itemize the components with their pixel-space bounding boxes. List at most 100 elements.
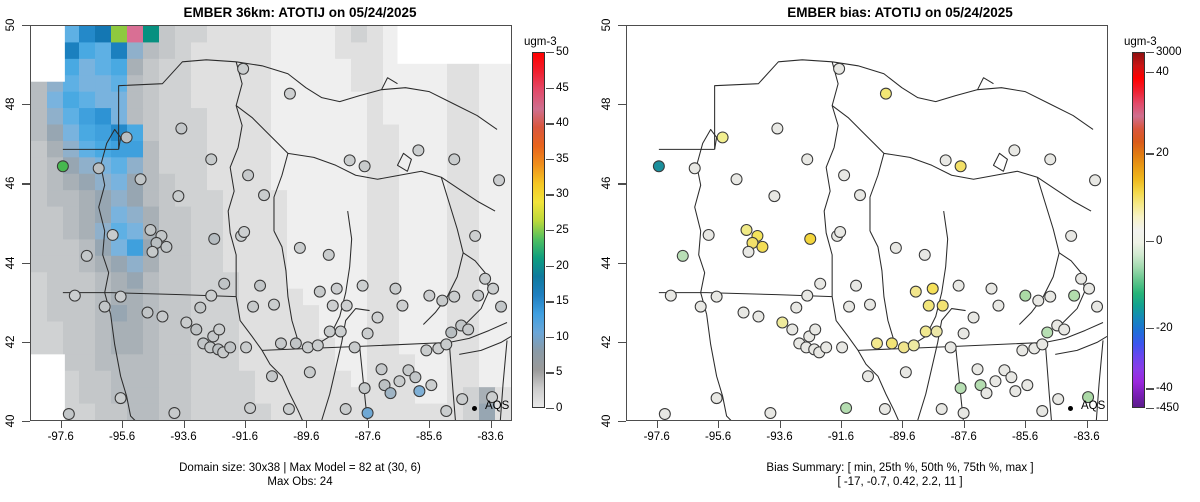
- aqs-site-marker[interactable]: [469, 229, 482, 242]
- aqs-site-marker[interactable]: [423, 289, 436, 302]
- aqs-site-marker[interactable]: [863, 298, 876, 311]
- aqs-site-marker[interactable]: [926, 282, 939, 295]
- bias-plot-area[interactable]: [626, 25, 1108, 421]
- aqs-site-marker[interactable]: [412, 144, 425, 157]
- aqs-site-marker[interactable]: [850, 279, 863, 292]
- aqs-site-marker[interactable]: [409, 371, 422, 384]
- aqs-site-marker[interactable]: [194, 301, 207, 314]
- aqs-site-marker[interactable]: [267, 298, 280, 311]
- aqs-site-marker[interactable]: [205, 289, 218, 302]
- aqs-site-marker[interactable]: [156, 310, 169, 323]
- aqs-site-marker[interactable]: [833, 62, 846, 75]
- aqs-site-marker[interactable]: [954, 382, 967, 395]
- aqs-site-marker[interactable]: [1032, 294, 1045, 307]
- aqs-site-marker[interactable]: [1008, 144, 1021, 157]
- bias-colorbar[interactable]: [1132, 52, 1145, 408]
- aqs-site-marker[interactable]: [919, 325, 932, 338]
- aqs-site-marker[interactable]: [1089, 174, 1102, 187]
- aqs-site-marker[interactable]: [834, 225, 847, 238]
- aqs-site-marker[interactable]: [247, 300, 260, 313]
- aqs-site-marker[interactable]: [820, 341, 833, 354]
- aqs-site-marker[interactable]: [334, 325, 347, 338]
- aqs-site-marker[interactable]: [1005, 371, 1018, 384]
- aqs-site-marker[interactable]: [854, 189, 867, 202]
- aqs-site-marker[interactable]: [114, 392, 127, 405]
- aqs-site-marker[interactable]: [462, 323, 475, 336]
- aqs-site-marker[interactable]: [1091, 300, 1104, 313]
- aqs-site-marker[interactable]: [378, 379, 391, 392]
- aqs-site-marker[interactable]: [371, 311, 384, 324]
- aqs-site-marker[interactable]: [361, 407, 374, 420]
- aqs-site-marker[interactable]: [804, 232, 817, 245]
- aqs-site-marker[interactable]: [957, 407, 970, 420]
- aqs-site-marker[interactable]: [358, 382, 371, 395]
- aqs-site-marker[interactable]: [768, 190, 781, 203]
- aqs-site-marker[interactable]: [740, 223, 753, 236]
- aqs-site-marker[interactable]: [801, 153, 814, 166]
- aqs-site-marker[interactable]: [420, 344, 433, 357]
- aqs-site-marker[interactable]: [487, 282, 500, 295]
- aqs-site-marker[interactable]: [702, 228, 715, 241]
- aqs-site-marker[interactable]: [258, 189, 271, 202]
- aqs-site-marker[interactable]: [980, 387, 993, 400]
- aqs-site-marker[interactable]: [208, 232, 221, 245]
- aqs-site-marker[interactable]: [676, 249, 689, 262]
- aqs-site-marker[interactable]: [889, 241, 902, 254]
- aqs-site-marker[interactable]: [242, 169, 255, 182]
- aqs-site-marker[interactable]: [952, 279, 965, 292]
- aqs-site-marker[interactable]: [989, 375, 1002, 388]
- aqs-site-marker[interactable]: [322, 248, 335, 261]
- aqs-site-marker[interactable]: [1009, 385, 1022, 398]
- aqs-site-marker[interactable]: [168, 407, 181, 420]
- aqs-site-marker[interactable]: [396, 299, 409, 312]
- aqs-site-marker[interactable]: [1083, 282, 1096, 295]
- aqs-site-marker[interactable]: [180, 316, 193, 329]
- aqs-site-marker[interactable]: [144, 223, 157, 236]
- aqs-site-marker[interactable]: [1065, 229, 1078, 242]
- aqs-site-marker[interactable]: [445, 326, 458, 339]
- aqs-site-marker[interactable]: [175, 122, 188, 135]
- aqs-site-marker[interactable]: [62, 408, 75, 420]
- aqs-site-marker[interactable]: [265, 370, 278, 383]
- aqs-site-marker[interactable]: [384, 387, 397, 400]
- aqs-site-marker[interactable]: [413, 385, 426, 398]
- aqs-site-marker[interactable]: [710, 392, 723, 405]
- aqs-site-marker[interactable]: [742, 245, 755, 258]
- aqs-site-marker[interactable]: [814, 277, 827, 290]
- aqs-site-marker[interactable]: [710, 290, 723, 303]
- aqs-site-marker[interactable]: [311, 339, 324, 352]
- aqs-site-marker[interactable]: [944, 341, 957, 354]
- aqs-site-marker[interactable]: [313, 285, 326, 298]
- aqs-site-marker[interactable]: [486, 391, 499, 404]
- aqs-site-marker[interactable]: [56, 160, 69, 173]
- aqs-site-marker[interactable]: [838, 169, 851, 182]
- aqs-site-marker[interactable]: [393, 375, 406, 388]
- aqs-site-marker[interactable]: [790, 301, 803, 314]
- aqs-site-marker[interactable]: [1019, 289, 1032, 302]
- aqs-site-marker[interactable]: [922, 299, 935, 312]
- aqs-site-marker[interactable]: [456, 393, 469, 406]
- aqs-site-marker[interactable]: [1036, 405, 1049, 418]
- aqs-site-marker[interactable]: [954, 160, 967, 173]
- aqs-site-marker[interactable]: [764, 407, 777, 420]
- aqs-site-marker[interactable]: [106, 228, 119, 241]
- aqs-site-marker[interactable]: [326, 299, 339, 312]
- aqs-site-marker[interactable]: [694, 300, 707, 313]
- aqs-site-marker[interactable]: [440, 405, 453, 418]
- aqs-site-marker[interactable]: [918, 248, 931, 261]
- aqs-site-marker[interactable]: [80, 249, 93, 262]
- aqs-site-marker[interactable]: [752, 310, 765, 323]
- aqs-site-marker[interactable]: [1021, 379, 1034, 392]
- model-colorbar[interactable]: [532, 52, 545, 408]
- aqs-site-marker[interactable]: [425, 379, 438, 392]
- aqs-site-marker[interactable]: [1044, 290, 1057, 303]
- aqs-site-marker[interactable]: [1082, 391, 1095, 404]
- aqs-site-marker[interactable]: [339, 403, 352, 416]
- aqs-site-marker[interactable]: [658, 408, 671, 420]
- aqs-site-marker[interactable]: [323, 325, 336, 338]
- aqs-site-marker[interactable]: [786, 323, 799, 336]
- aqs-site-marker[interactable]: [114, 290, 127, 303]
- aqs-site-marker[interactable]: [1075, 272, 1088, 285]
- aqs-site-marker[interactable]: [237, 62, 250, 75]
- aqs-site-marker[interactable]: [448, 290, 461, 303]
